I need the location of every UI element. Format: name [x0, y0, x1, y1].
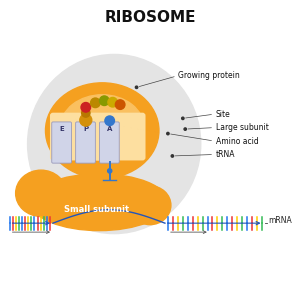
Circle shape: [116, 100, 125, 110]
Ellipse shape: [129, 186, 171, 225]
Text: Site: Site: [216, 110, 230, 119]
Circle shape: [82, 109, 90, 117]
Circle shape: [108, 98, 118, 107]
Circle shape: [182, 117, 184, 119]
Ellipse shape: [60, 95, 144, 160]
Ellipse shape: [16, 170, 66, 216]
Text: E: E: [60, 126, 64, 132]
Text: A: A: [107, 126, 113, 132]
Circle shape: [184, 128, 186, 130]
Text: Amino acid: Amino acid: [216, 136, 258, 146]
Text: Growing protein: Growing protein: [178, 71, 240, 80]
Ellipse shape: [28, 54, 201, 234]
FancyBboxPatch shape: [100, 122, 119, 163]
Circle shape: [167, 132, 169, 135]
Circle shape: [105, 116, 115, 125]
Text: Large subunit: Large subunit: [216, 123, 268, 132]
FancyBboxPatch shape: [52, 122, 71, 163]
Circle shape: [91, 98, 100, 108]
Circle shape: [171, 155, 174, 157]
Circle shape: [108, 169, 112, 173]
Circle shape: [135, 86, 138, 88]
FancyBboxPatch shape: [76, 122, 95, 163]
Ellipse shape: [46, 83, 159, 178]
Circle shape: [80, 114, 92, 126]
Circle shape: [81, 103, 91, 112]
Text: Small subunit: Small subunit: [64, 205, 129, 214]
Text: tRNA: tRNA: [216, 150, 235, 159]
Text: P: P: [83, 126, 89, 132]
Text: RIBOSOME: RIBOSOME: [104, 10, 196, 25]
Ellipse shape: [31, 174, 168, 231]
Circle shape: [100, 96, 109, 106]
Text: mRNA: mRNA: [268, 216, 292, 225]
FancyBboxPatch shape: [50, 113, 146, 160]
